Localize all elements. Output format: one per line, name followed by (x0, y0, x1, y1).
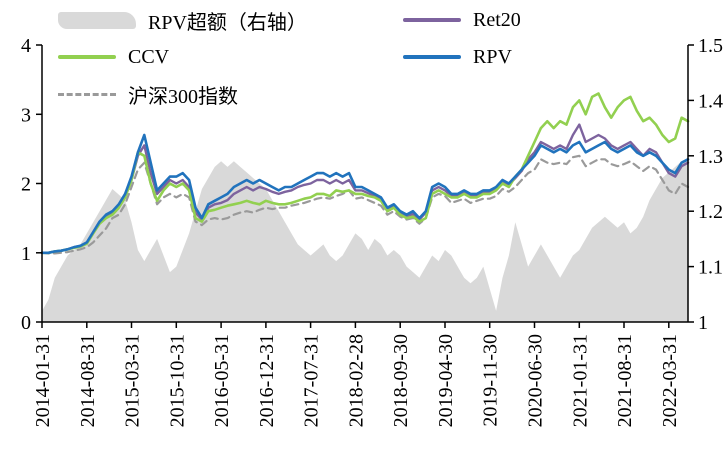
line-swatch-icon (58, 55, 116, 59)
line-series (40, 123, 690, 255)
area-swatch-icon (58, 11, 136, 29)
legend-label-ret20: Ret20 (473, 8, 521, 31)
legend-label-rpv-excess: RPV超额（右轴） (148, 11, 307, 34)
right-axis-tick-label: 1.1 (698, 257, 723, 279)
x-axis-tick-label: 2020-06-30 (525, 334, 547, 427)
chart-legend: RPV超额（右轴） Ret20 CCV RPV 沪深300指数 (58, 6, 521, 108)
legend-label-ccv: CCV (128, 45, 170, 68)
legend-item-ccv: CCV (58, 43, 403, 71)
legend-item-hs300: 沪深300指数 (58, 80, 403, 108)
legend-item-rpv-excess: RPV超额（右轴） (58, 6, 403, 34)
left-axis-tick-label: 1 (21, 243, 31, 265)
line-swatch-icon (403, 18, 461, 22)
left-axis-tick-label: 3 (21, 104, 31, 126)
area-series (42, 161, 688, 322)
dashed-line-swatch-icon (58, 92, 116, 96)
right-axis-tick-label: 1.2 (698, 201, 723, 223)
legend-item-ret20: Ret20 (403, 6, 521, 34)
right-axis: 1 1.1 1.2 1.3 1.4 1.5 (688, 35, 723, 334)
left-axis-tick-label: 0 (21, 312, 31, 334)
left-axis-tick-label: 2 (21, 174, 31, 196)
x-axis-tick-label: 2014-08-31 (77, 334, 99, 427)
x-axis-tick-label: 2019-11-30 (480, 334, 502, 427)
legend-item-rpv: RPV (403, 43, 521, 71)
left-axis: 0 1 2 3 4 (21, 35, 42, 334)
x-axis-tick-label: 2018-02-28 (345, 334, 367, 427)
left-axis-tick-label: 4 (21, 35, 31, 57)
x-axis-tick-label: 2022-03-31 (659, 334, 681, 427)
x-axis: 2014-01-31 2014-08-31 2015-03-31 2015-10-31… (32, 322, 681, 427)
x-axis-tick-label: 2021-08-31 (614, 334, 636, 427)
line-series (40, 92, 690, 255)
right-axis-tick-label: 1.4 (698, 90, 723, 112)
right-axis-tick-label: 1.3 (698, 146, 723, 168)
x-axis-tick-label: 2016-05-31 (211, 334, 233, 427)
x-axis-tick-label: 2015-10-31 (166, 334, 188, 427)
right-axis-tick-label: 1 (698, 312, 708, 334)
right-axis-tick-label: 1.5 (698, 35, 723, 57)
x-axis-tick-label: 2019-04-30 (435, 334, 457, 427)
line-swatch-icon (403, 55, 461, 59)
line-series (40, 133, 690, 255)
x-axis-tick-label: 2014-01-31 (32, 334, 54, 427)
x-axis-tick-label: 2016-12-31 (256, 334, 278, 427)
x-axis-tick-label: 2018-09-30 (390, 334, 412, 427)
legend-label-rpv: RPV (473, 45, 512, 68)
x-axis-tick-label: 2015-03-31 (122, 334, 144, 427)
x-axis-tick-label: 2017-07-31 (301, 334, 323, 427)
x-axis-tick-label: 2021-01-31 (569, 334, 591, 427)
legend-label-hs300: 沪深300指数 (128, 85, 238, 108)
